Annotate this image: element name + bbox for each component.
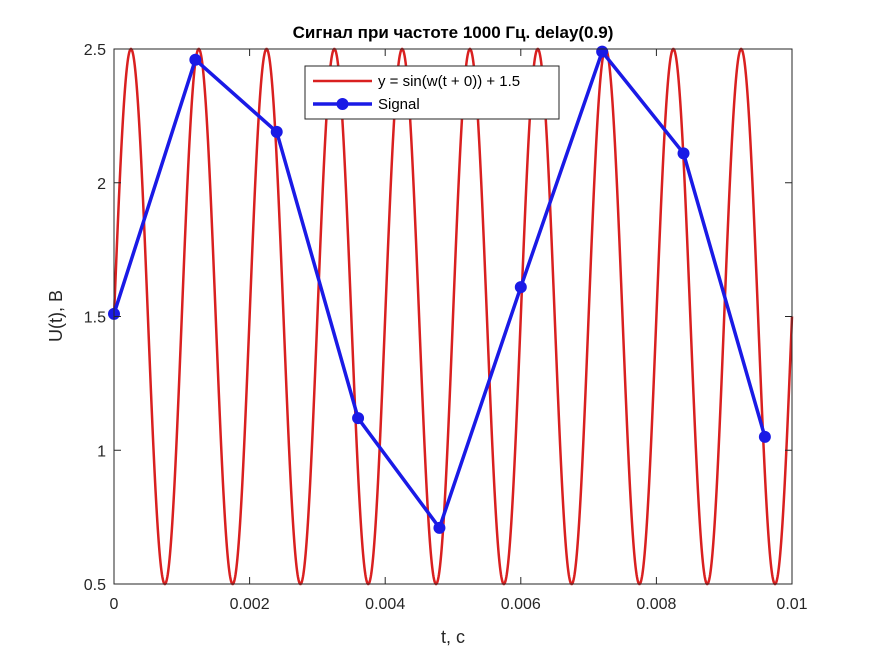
signal-point — [758, 430, 771, 443]
signal-point — [352, 412, 365, 425]
signal-point — [596, 45, 609, 58]
signal-point — [677, 147, 690, 160]
y-tick-label: 2 — [97, 176, 106, 193]
y-tick-label: 0.5 — [84, 577, 106, 594]
x-axis-label: t, c — [441, 627, 465, 647]
signal-point — [189, 53, 202, 66]
legend-marker-signal — [336, 98, 349, 110]
signal-point — [433, 521, 446, 534]
signal-series — [108, 45, 771, 534]
reference-sine-line — [112, 47, 794, 586]
y-axis-ticks: 0.5 1 1.5 2 2.5 — [84, 42, 792, 594]
x-tick-label: 0.01 — [776, 596, 807, 613]
x-tick-label: 0 — [110, 596, 119, 613]
reference-sine-series — [112, 47, 794, 586]
x-tick-label: 0.006 — [501, 596, 541, 613]
chart-title: Сигнал при частоте 1000 Гц. delay(0.9) — [293, 23, 614, 42]
x-tick-label: 0.002 — [230, 596, 270, 613]
signal-point — [270, 125, 283, 138]
legend-label-reference: y = sin(w(t + 0)) + 1.5 — [378, 73, 520, 90]
y-axis-label: U(t), B — [46, 290, 66, 342]
y-tick-label: 2.5 — [84, 42, 106, 59]
x-tick-label: 0.004 — [365, 596, 405, 613]
x-tick-label: 0.008 — [636, 596, 676, 613]
x-axis-ticks: 0 0.002 0.004 0.006 0.008 0.01 — [110, 49, 808, 613]
legend: y = sin(w(t + 0)) + 1.5 Signal — [304, 65, 560, 120]
legend-label-signal: Signal — [378, 96, 420, 113]
legend-box — [304, 65, 560, 120]
y-tick-label: 1 — [97, 443, 106, 460]
y-tick-label: 1.5 — [84, 310, 106, 327]
signal-point — [514, 281, 527, 294]
